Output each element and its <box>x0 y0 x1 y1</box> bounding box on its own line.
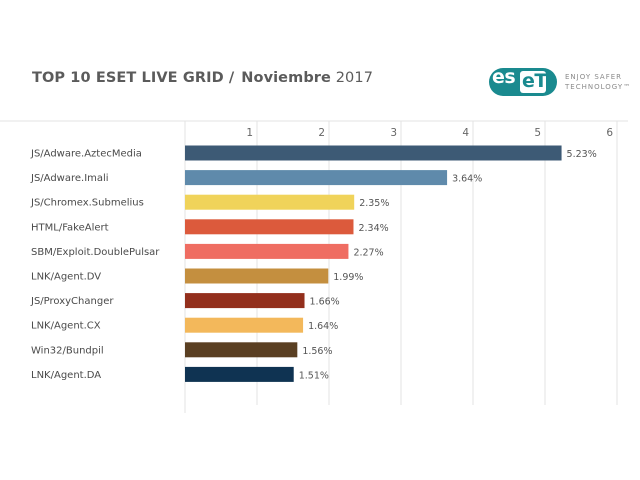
x-tick-label: 3 <box>390 127 397 139</box>
bar <box>185 219 354 235</box>
category-label: LNK/Agent.DV <box>31 272 101 283</box>
value-label: 2.27% <box>353 247 383 258</box>
x-tick-label: 1 <box>246 127 253 139</box>
value-label: 2.35% <box>359 198 389 209</box>
bar <box>185 170 448 186</box>
category-label: LNK/Agent.DA <box>31 370 101 381</box>
x-tick-label: 4 <box>462 127 469 139</box>
logo-text-et: eT <box>522 70 547 92</box>
x-tick-label: 5 <box>534 127 541 139</box>
eset-logo: es eT <box>489 66 557 96</box>
bar <box>185 293 305 309</box>
category-label: LNK/Agent.CX <box>31 321 101 332</box>
bar <box>185 317 304 333</box>
bar <box>185 268 329 284</box>
title-month: Noviembre <box>241 70 331 86</box>
category-label: JS/Adware.Imali <box>30 173 109 184</box>
bar <box>185 366 294 382</box>
value-label: 3.64% <box>452 174 482 185</box>
value-label: 1.64% <box>308 321 338 332</box>
logo-text-es: es <box>492 66 516 88</box>
x-tick-label: 6 <box>606 127 613 139</box>
category-label: Win32/Bundpil <box>31 345 104 356</box>
value-label: 1.56% <box>302 346 332 357</box>
value-label: 5.23% <box>567 149 597 160</box>
value-label: 1.66% <box>310 297 340 308</box>
bar <box>185 145 562 161</box>
category-label: JS/ProxyChanger <box>30 296 114 307</box>
category-label: HTML/FakeAlert <box>31 222 109 233</box>
logo-tagline: ENJOY SAFER TECHNOLOGY™ <box>565 72 631 92</box>
category-label: SBM/Exploit.DoublePulsar <box>31 247 160 258</box>
bar <box>185 342 298 358</box>
value-label: 1.99% <box>333 272 363 283</box>
category-label: JS/Adware.AztecMedia <box>30 149 142 160</box>
title-main: TOP 10 ESET LIVE GRID / <box>32 70 235 86</box>
title-year: 2017 <box>335 70 374 86</box>
tagline-line2: TECHNOLOGY™ <box>565 83 632 91</box>
chart-title: TOP 10 ESET LIVE GRID / Noviembre 2017 <box>32 70 373 86</box>
value-label: 2.34% <box>358 223 388 234</box>
value-label: 1.51% <box>299 370 329 381</box>
tagline-line1: ENJOY SAFER <box>565 73 623 81</box>
logo-et-box <box>520 71 546 93</box>
bar <box>185 194 355 210</box>
bar <box>185 243 349 259</box>
x-tick-label: 2 <box>318 127 325 139</box>
category-label: JS/Chromex.Submelius <box>30 198 144 209</box>
